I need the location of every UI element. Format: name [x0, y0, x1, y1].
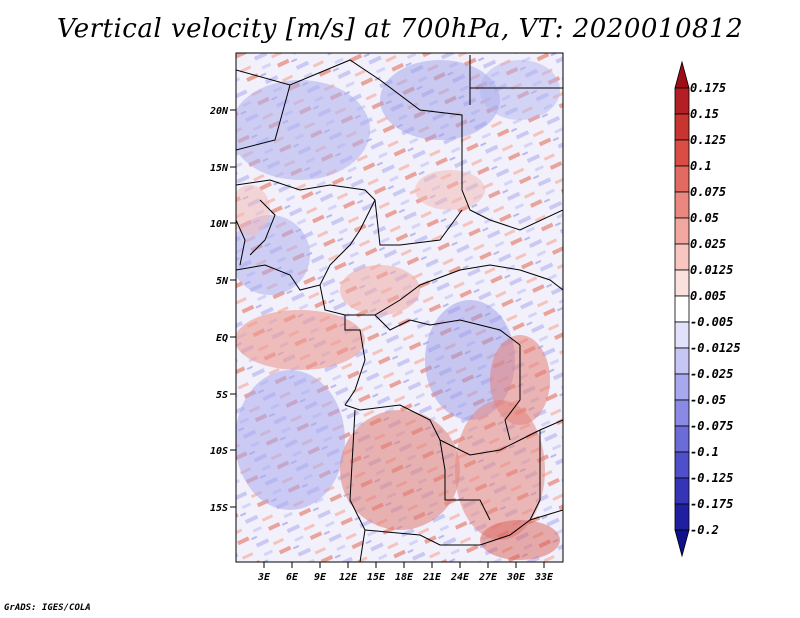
chart-title: Vertical velocity [m/s] at 700hPa, VT: 2… — [56, 14, 744, 44]
colorbar-segment — [674, 87, 690, 115]
lon-tick-label: 18E — [395, 572, 414, 583]
colorbar-label: 0.1 — [690, 159, 712, 173]
colorbar-segment — [674, 60, 690, 89]
colorbar-label: -0.025 — [690, 367, 733, 381]
lon-tick-label: 15E — [367, 572, 386, 583]
lon-tick-label: 3E — [257, 572, 271, 583]
colorbar — [674, 60, 690, 558]
lon-tick-label: 21E — [422, 572, 442, 583]
colorbar-segment — [674, 295, 690, 323]
lat-tick-label: EQ — [216, 333, 228, 344]
colorbar-segment — [674, 139, 690, 167]
lon-tick-label: 24E — [450, 572, 470, 583]
colorbar-segment — [674, 347, 690, 375]
colorbar-segment — [674, 503, 690, 531]
colorbar-label: -0.005 — [690, 315, 733, 329]
colorbar-label: -0.075 — [690, 419, 733, 433]
colorbar-label: -0.1 — [690, 445, 719, 459]
map-frame — [235, 52, 564, 563]
colorbar-segment — [674, 217, 690, 245]
colorbar-labels: 0.175 0.15 0.125 0.1 0.075 0.05 0.025 0.… — [690, 81, 741, 537]
lat-tick-label: 5N — [216, 276, 229, 287]
colorbar-label: -0.05 — [690, 393, 726, 407]
colorbar-label: 0.075 — [690, 185, 726, 199]
colorbar-segment — [674, 425, 690, 453]
colorbar-segment — [674, 529, 690, 558]
colorbar-segment — [674, 191, 690, 219]
colorbar-label: 0.05 — [690, 211, 719, 225]
colorbar-label: 0.005 — [690, 289, 726, 303]
colorbar-segment — [674, 269, 690, 297]
lat-tick-label: 10N — [210, 219, 229, 230]
lat-tick-label: 15S — [210, 503, 228, 514]
colorbar-label: 0.0125 — [690, 263, 733, 277]
colorbar-segment — [674, 243, 690, 271]
colorbar-label: -0.175 — [690, 497, 733, 511]
borders — [236, 55, 563, 562]
lat-tick-label: 10S — [210, 446, 228, 457]
lon-tick-label: 9E — [314, 572, 327, 583]
colorbar-label: -0.2 — [690, 523, 719, 537]
colorbar-segment — [674, 113, 690, 141]
lat-tick-label: 20N — [209, 106, 229, 117]
colorbar-label: -0.125 — [690, 471, 733, 485]
colorbar-segment — [674, 321, 690, 349]
colorbar-segment — [674, 165, 690, 193]
lon-tick-label: 12E — [339, 572, 358, 583]
lat-tick-label: 5S — [216, 390, 228, 401]
colorbar-label: 0.125 — [690, 133, 726, 147]
colorbar-label: 0.175 — [690, 81, 726, 95]
credit-text: GrADS: IGES/COLA — [4, 603, 91, 613]
colorbar-segment — [674, 399, 690, 427]
lat-tick-label: 15N — [210, 163, 229, 174]
colorbar-segment — [674, 451, 690, 479]
lon-tick-label: 33E — [534, 572, 554, 583]
colorbar-label: -0.0125 — [690, 341, 741, 355]
lon-tick-label: 27E — [478, 572, 498, 583]
lon-tick-label: 30E — [506, 572, 526, 583]
colorbar-segment — [674, 373, 690, 401]
colorbar-label: 0.025 — [690, 237, 726, 251]
colorbar-label: 0.15 — [690, 107, 719, 121]
colorbar-segment — [674, 477, 690, 505]
lon-tick-label: 6E — [286, 572, 299, 583]
